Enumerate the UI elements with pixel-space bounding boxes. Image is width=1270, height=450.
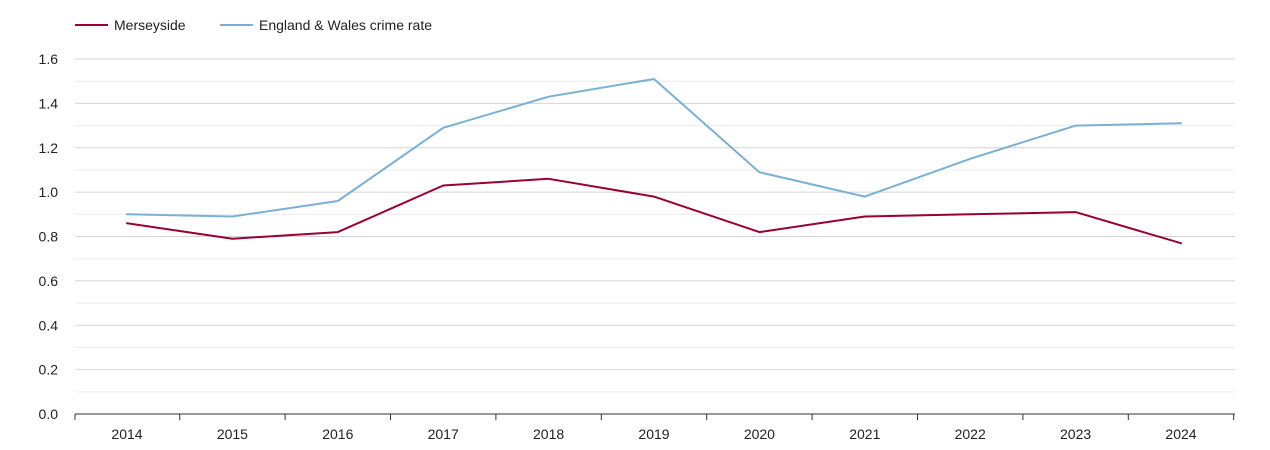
x-tick-label: 2022 [955,426,986,442]
x-tick-label: 2015 [217,426,248,442]
x-axis: 2014 2015 2016 2017 2018 2019 2020 2021 2022 2023… [74,413,1235,442]
x-tick-label: 2021 [849,426,880,442]
y-tick-label: 1.0 [39,184,59,200]
y-tick-label: 1.4 [39,95,59,111]
legend: Merseyside England & Wales crime rate [75,17,432,33]
x-tick-label: 2018 [533,426,564,442]
y-tick-label: 0.8 [39,229,59,245]
x-tick-label: 2019 [638,426,669,442]
gridlines [75,58,1235,393]
x-tick-label: 2020 [744,426,775,442]
y-tick-label: 1.2 [39,140,59,156]
x-tick-label: 2024 [1165,426,1196,442]
legend-label-england-wales: England & Wales crime rate [259,17,432,33]
y-tick-label: 0.0 [39,406,59,422]
series-line-england-wales-crime-rate [126,78,1182,218]
series-lines [126,78,1182,245]
x-tick-label: 2023 [1060,426,1091,442]
series-line-merseyside [126,177,1182,245]
y-tick-label: 0.4 [39,317,59,333]
y-tick-label: 1.6 [39,51,59,67]
x-tick-label: 2014 [111,426,142,442]
y-tick-label: 0.2 [39,362,59,378]
y-axis: 0.0 0.2 0.4 0.6 0.8 1.0 1.2 1.4 1.6 [39,51,59,422]
y-tick-label: 0.6 [39,273,59,289]
x-tick-label: 2017 [428,426,459,442]
x-tick-label: 2016 [322,426,353,442]
legend-label-merseyside: Merseyside [114,17,186,33]
